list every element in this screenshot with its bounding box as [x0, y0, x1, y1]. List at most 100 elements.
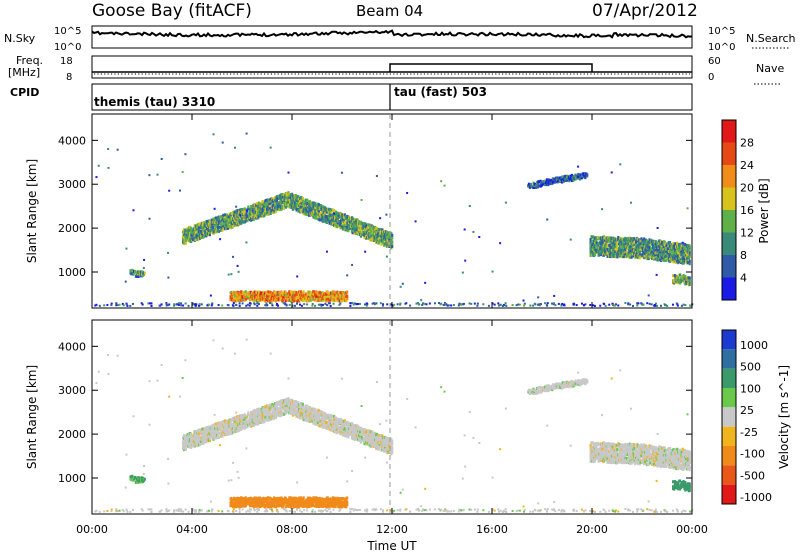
- echo-cell: [666, 305, 668, 307]
- echo-cell: [418, 303, 420, 305]
- colorbar-tick-label: 24: [740, 159, 754, 172]
- nsearch-tick-bottom: 10^0: [708, 42, 735, 53]
- echo-cell: [462, 303, 464, 305]
- echo-cell: [375, 302, 377, 304]
- echo-cell: [232, 256, 234, 258]
- echo-cell: [617, 305, 619, 307]
- colorbar-tick-label: 8: [740, 249, 747, 262]
- echo-cell: [570, 239, 572, 241]
- echo-cell: [277, 305, 279, 307]
- echo-cell: [664, 241, 666, 244]
- echo-cell: [505, 302, 507, 304]
- nsearch-tick-top: 10^5: [708, 26, 735, 37]
- echo-cell: [469, 205, 471, 207]
- echo-cell: [214, 208, 216, 210]
- echo-cell: [245, 241, 247, 243]
- echo-cell: [210, 295, 212, 297]
- echo-cell: [553, 295, 555, 297]
- station-title: Goose Bay (fitACF): [92, 1, 252, 21]
- echo-cell: [95, 176, 97, 178]
- colorbar-tick-label: 20: [740, 182, 754, 195]
- echo-cell: [482, 303, 484, 305]
- echo-cell: [132, 209, 134, 211]
- echo-cell: [213, 133, 215, 135]
- echo-cell: [629, 304, 631, 306]
- echo-cell: [349, 302, 351, 304]
- echo-cell: [246, 210, 248, 212]
- echo-cell: [611, 171, 613, 173]
- echo-cell: [648, 294, 650, 296]
- echo-cell: [469, 302, 471, 304]
- echo-cell: [544, 302, 546, 304]
- echo-cell: [605, 305, 607, 307]
- echo-cell: [470, 303, 472, 305]
- echo-cell: [141, 302, 143, 304]
- echo-cell: [505, 202, 507, 204]
- echo-cell: [237, 265, 239, 267]
- echo-cell: [161, 304, 163, 306]
- echo-cell: [219, 238, 221, 240]
- echo-cell: [458, 303, 460, 305]
- nsky-panel: N.Sky 10^5 10^0 10^5 10^0 N.Search: [4, 26, 796, 53]
- echo-cell: [180, 304, 182, 306]
- echo-cell: [249, 305, 251, 307]
- echo-cell: [150, 302, 152, 304]
- echo-cell: [546, 305, 548, 307]
- echo-cell: [415, 220, 417, 222]
- echo-cell: [632, 305, 634, 307]
- nsky-tick-bottom: 10^0: [54, 42, 81, 53]
- echo-cell: [117, 149, 119, 151]
- echo-cell: [420, 299, 422, 301]
- echo-cell: [464, 260, 466, 262]
- echo-cell: [382, 305, 384, 307]
- echo-cell: [221, 304, 223, 306]
- echo-cell: [247, 304, 249, 306]
- echo-cell: [125, 248, 127, 250]
- echo-cell: [657, 227, 659, 229]
- echo-cell: [646, 302, 648, 304]
- colorbar-tick-label: 16: [740, 204, 754, 217]
- echo-cell: [684, 304, 686, 306]
- echo-cell: [505, 305, 507, 307]
- echo-cell: [558, 303, 560, 305]
- echo-cell: [296, 303, 298, 305]
- echo-cell: [256, 305, 258, 307]
- echo-cell: [546, 219, 548, 221]
- echo-cell: [167, 277, 169, 279]
- y-tick-label: 3000: [58, 178, 86, 191]
- echo-cell: [656, 274, 658, 276]
- echo-cell: [391, 245, 393, 248]
- echo-cell: [184, 153, 186, 155]
- echo-cell: [115, 304, 117, 306]
- echo-cell: [450, 304, 452, 306]
- echo-cell: [232, 304, 234, 306]
- echo-cell: [581, 303, 583, 305]
- echo-cell: [211, 304, 213, 306]
- echo-cell: [448, 304, 450, 306]
- echo-cell: [227, 304, 229, 306]
- echo-cell: [636, 304, 638, 306]
- echo-cell: [188, 305, 190, 307]
- echo-cell: [115, 302, 117, 304]
- echo-cell: [190, 433, 192, 436]
- echo-cell: [379, 217, 381, 219]
- echo-cell: [218, 304, 220, 306]
- echo-cell: [577, 166, 579, 168]
- echo-cell: [689, 260, 691, 263]
- echo-cell: [239, 214, 241, 216]
- cpid-mode-1: themis (tau) 3310: [94, 95, 215, 109]
- nsky-label: N.Sky: [4, 32, 36, 45]
- echo-cell: [326, 251, 328, 253]
- echo-cell: [641, 303, 643, 305]
- echo-cell: [492, 271, 494, 273]
- echo-cell: [434, 302, 436, 304]
- echo-cell: [524, 303, 526, 305]
- echo-cell: [143, 259, 145, 261]
- echo-cell: [242, 302, 244, 304]
- echo-cell: [346, 290, 348, 293]
- echo-cell: [288, 172, 290, 174]
- echo-cell: [166, 304, 168, 306]
- echo-cell: [330, 305, 332, 307]
- colorbar-swatch: [722, 233, 736, 256]
- echo-cell: [537, 304, 539, 306]
